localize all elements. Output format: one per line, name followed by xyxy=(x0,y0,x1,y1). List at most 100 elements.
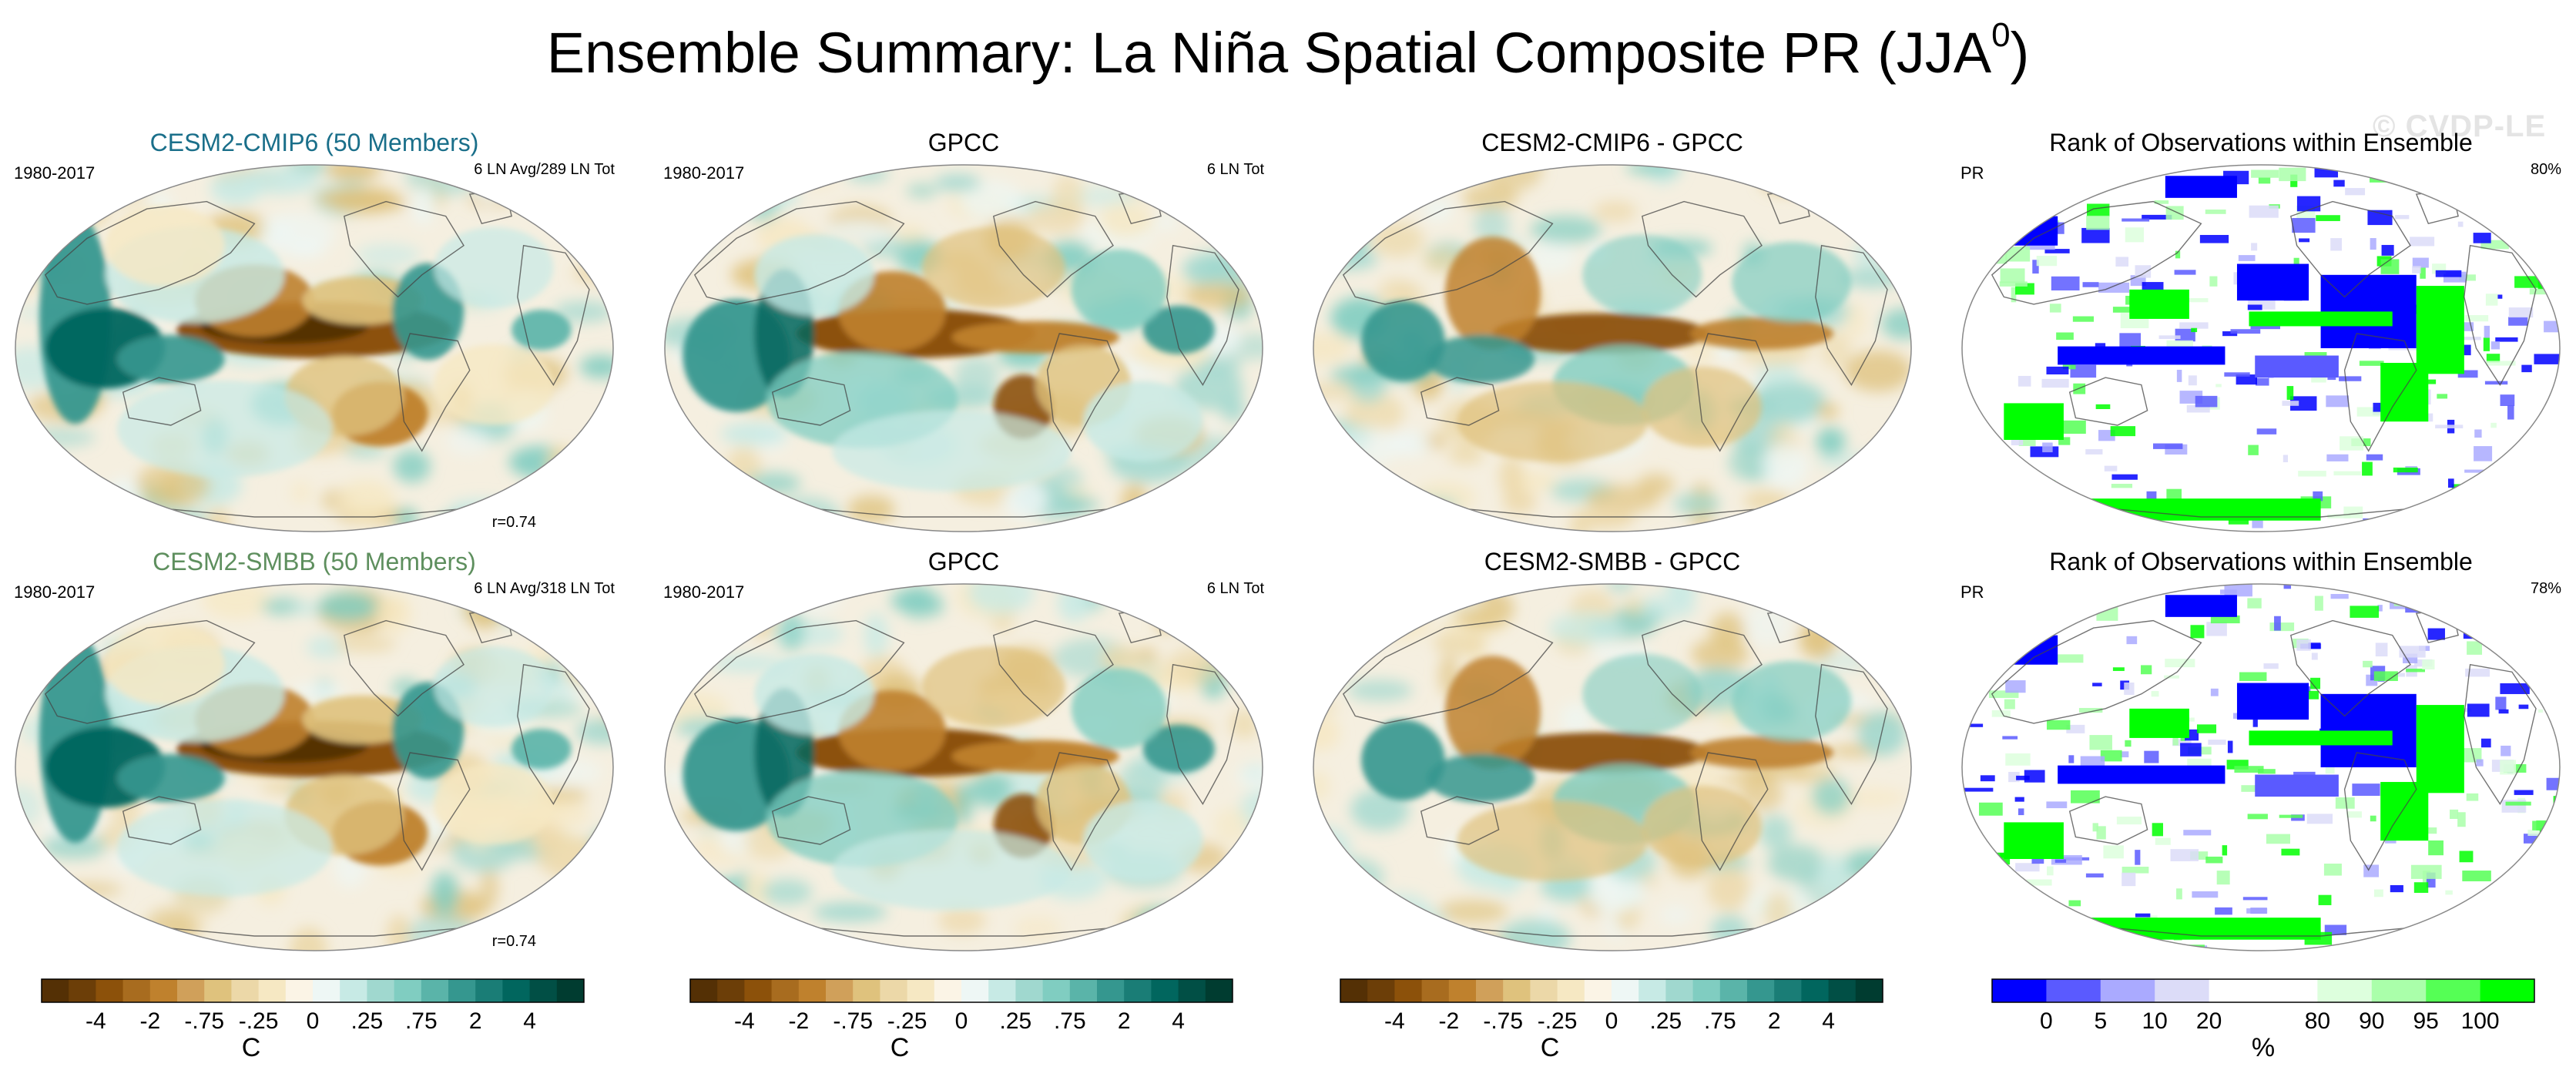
rank-patch xyxy=(2435,424,2464,429)
rank-patch xyxy=(2412,266,2421,273)
rank-patch xyxy=(2224,372,2250,377)
colorbar-tick-label: -.25 xyxy=(887,1008,927,1034)
panel-title: Rank of Observations within Ensemble xyxy=(2049,129,2473,156)
anomaly-blob xyxy=(21,463,42,476)
rank-patch xyxy=(2051,504,2060,515)
anomaly-blob xyxy=(771,496,841,532)
anomaly-blob xyxy=(1315,584,1358,614)
anomaly-blob xyxy=(446,426,491,455)
coastline xyxy=(1046,333,1120,452)
rank-patch xyxy=(2325,765,2335,774)
coastline xyxy=(784,505,1143,518)
coastline xyxy=(2068,377,2148,426)
rank-cluster xyxy=(2058,346,2225,365)
rank-patch xyxy=(2086,215,2110,230)
rank-patch xyxy=(1978,802,2003,816)
anomaly-feature xyxy=(1492,732,1709,773)
rank-patch xyxy=(2078,707,2103,713)
rank-patch xyxy=(2282,401,2299,406)
panel-diff: CESM2-CMIP6 - GPCC xyxy=(1313,129,1912,532)
anomaly-feature xyxy=(1071,668,1167,750)
panel-title: Rank of Observations within Ensemble xyxy=(2049,548,2473,575)
colorbar-swatch xyxy=(853,979,880,1002)
rank-patch xyxy=(2377,605,2383,612)
rank-patch xyxy=(2176,370,2182,382)
anomaly-feature xyxy=(116,799,333,897)
rank-patch xyxy=(2095,343,2106,350)
rank-patch xyxy=(1997,529,2026,532)
rank-patch xyxy=(2508,307,2534,318)
rank-cluster xyxy=(2165,176,2237,198)
anomaly-blob xyxy=(1759,169,1825,194)
rank-patch xyxy=(2502,202,2508,210)
anomaly-blob xyxy=(17,489,61,530)
panel-left-label: 1980-2017 xyxy=(663,163,744,183)
anomaly-blob xyxy=(377,592,411,634)
rank-patch xyxy=(2545,941,2560,950)
rank-patch xyxy=(1962,887,1977,897)
rank-patch xyxy=(2205,210,2226,214)
anomaly-blob xyxy=(847,495,895,524)
coastline xyxy=(44,619,256,724)
colorbar-tick-label: .25 xyxy=(351,1008,384,1034)
anomaly-blob xyxy=(577,506,607,532)
anomaly-blob xyxy=(1836,787,1907,808)
coastline xyxy=(1342,619,1554,724)
rank-patch xyxy=(2366,454,2383,461)
anomaly-blob xyxy=(745,472,801,494)
anomaly-blob xyxy=(720,422,788,445)
colorbar-tick-label: 4 xyxy=(1172,1008,1185,1034)
rank-patch xyxy=(2367,210,2393,226)
rank-patch xyxy=(2451,337,2481,341)
anomaly-blob xyxy=(665,226,683,267)
anomaly-blob xyxy=(1115,165,1190,196)
colorbar-tick-label: -2 xyxy=(139,1008,160,1034)
anomaly-blob xyxy=(958,181,1023,220)
anomaly-blob xyxy=(565,443,613,461)
rank-patch xyxy=(2395,215,2410,220)
rank-patch xyxy=(2315,949,2321,951)
colorbar-swatch xyxy=(313,979,340,1002)
rank-patch xyxy=(1964,787,1994,792)
anomaly-blob xyxy=(1330,364,1385,386)
colorbar-swatch xyxy=(1639,979,1666,1002)
anomaly-blob xyxy=(665,880,708,911)
rank-patch xyxy=(2520,239,2541,246)
rank-patch xyxy=(2495,696,2507,710)
rank-patch xyxy=(1967,723,1984,727)
rank-patch xyxy=(1981,166,2004,178)
rank-patch xyxy=(2129,948,2148,951)
rank-cluster xyxy=(2129,289,2189,319)
anomaly-blob xyxy=(809,938,834,951)
map-border xyxy=(1961,164,2561,532)
rank-patch xyxy=(1987,941,1997,947)
rank-patch xyxy=(2040,189,2068,196)
anomaly-feature xyxy=(1457,800,1649,881)
rank-patch xyxy=(2066,724,2085,733)
rank-patch xyxy=(2346,811,2362,818)
coastline xyxy=(2289,619,2411,717)
rank-cluster xyxy=(2129,708,2189,738)
colorbar-tick-label: 90 xyxy=(2359,1008,2384,1034)
colorbar-swatch xyxy=(1367,979,1395,1002)
rank-patch xyxy=(2316,215,2340,221)
anomaly-blob xyxy=(317,592,378,622)
anomaly-blob xyxy=(553,300,613,323)
rank-patch xyxy=(2195,395,2218,408)
rank-patch xyxy=(2103,845,2124,859)
anomaly-blob xyxy=(1184,283,1252,309)
rank-patch xyxy=(2122,218,2150,222)
anomaly-feature xyxy=(1083,800,1203,881)
panel-right-label: 6 LN Tot xyxy=(1207,580,1265,597)
anomaly-blob xyxy=(1057,584,1092,622)
rank-patch xyxy=(2135,265,2152,278)
colorbar-swatch xyxy=(744,979,773,1002)
rank-patch xyxy=(2219,589,2237,595)
anomaly-blob xyxy=(1548,612,1624,645)
anomaly-blob xyxy=(560,498,582,532)
colorbar-swatch xyxy=(1340,979,1368,1002)
rank-patch xyxy=(2406,668,2425,673)
rank-patch xyxy=(2094,943,2103,951)
rank-patch xyxy=(2435,270,2462,277)
colorbar-tick-label: -.75 xyxy=(1483,1008,1523,1034)
